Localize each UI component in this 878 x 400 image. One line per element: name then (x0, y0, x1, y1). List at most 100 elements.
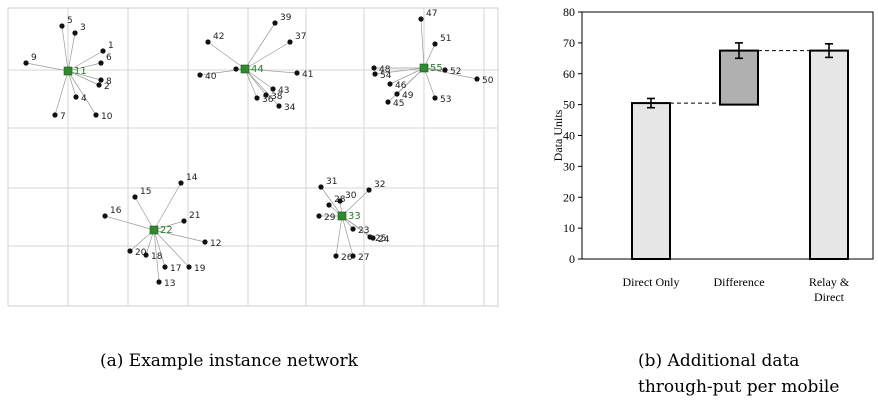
hub-label: 33 (348, 211, 361, 222)
link-line (423, 67, 436, 99)
link-line (341, 215, 354, 257)
y-tick-label: 30 (563, 159, 575, 173)
node-label: 7 (60, 112, 66, 122)
link-line (67, 70, 100, 86)
y-tick-label: 40 (563, 129, 575, 143)
node-label: 39 (280, 13, 292, 23)
mobile-node (394, 91, 400, 97)
node-label: 13 (164, 279, 175, 289)
link-line (374, 67, 425, 75)
link-line (389, 67, 425, 85)
bar (719, 49, 759, 106)
link-line (387, 67, 425, 103)
network-diagram: 5316821047911393742403414338363444475148… (7, 7, 499, 307)
y-axis-label: Data Units (551, 109, 565, 161)
mobile-node (73, 94, 79, 100)
mobile-node (205, 39, 211, 45)
node-label: 16 (110, 206, 122, 216)
mobile-node (202, 239, 208, 245)
mobile-node (98, 60, 104, 66)
link-line (244, 41, 291, 70)
relay-hub (240, 64, 250, 74)
node-label: 43 (278, 86, 289, 96)
node-label: 45 (393, 99, 404, 109)
y-tick-label: 60 (563, 67, 575, 81)
category-label: Difference (713, 275, 764, 289)
mobile-node (52, 112, 58, 118)
node-label: 51 (440, 34, 451, 44)
network-grid (7, 7, 499, 307)
link-line (25, 62, 69, 72)
mobile-node (178, 180, 184, 186)
node-label: 54 (380, 71, 392, 81)
mobile-node (276, 103, 282, 109)
link-line (67, 70, 102, 81)
link-line (244, 68, 298, 74)
node-label: 14 (186, 173, 198, 183)
node-label: 4 (81, 94, 87, 104)
relay-hub (419, 63, 429, 73)
node-label: 10 (101, 112, 113, 122)
mobile-node (23, 60, 29, 66)
cluster: 14 15 16 21 12 20 18 17 19 13 22 (102, 173, 221, 289)
node-label: 53 (440, 95, 451, 105)
node-label: 49 (402, 91, 414, 101)
node-label: 2 (104, 82, 110, 92)
category-label: Direct Only (623, 275, 680, 289)
mobile-node (371, 65, 377, 71)
node-label: 30 (345, 191, 357, 201)
mobile-node (98, 77, 104, 83)
node-label: 21 (189, 211, 200, 221)
mobile-node (432, 41, 438, 47)
node-label: 20 (135, 248, 147, 258)
node-label: 1 (108, 41, 114, 51)
link-line (341, 215, 374, 239)
chart-axes: 0 10 20 30 40 50 60 70 80 Data Units (551, 5, 874, 266)
network-nodes: 5316821047911393742403414338363444475148… (23, 9, 494, 289)
mobile-node (96, 82, 102, 88)
link-line (67, 32, 76, 72)
link-line (67, 70, 77, 98)
mobile-node (102, 213, 108, 219)
link-line (134, 196, 155, 231)
node-label: 38 (271, 92, 283, 102)
cluster: 393742403414338363444 (197, 13, 313, 113)
node-label: 5 (67, 16, 73, 26)
mobile-node (316, 213, 322, 219)
y-tick-label: 50 (563, 98, 575, 112)
bar (809, 49, 849, 260)
mobile-node (233, 66, 239, 72)
mobile-node (93, 112, 99, 118)
y-tick-label: 80 (563, 5, 575, 19)
link-line (54, 70, 69, 116)
link-line (423, 67, 478, 80)
node-label: 26 (341, 253, 353, 263)
link-line (104, 215, 155, 231)
node-label: 18 (151, 252, 163, 262)
relay-hub (63, 66, 73, 76)
node-label: 12 (210, 239, 221, 249)
node-label: 17 (170, 264, 181, 274)
node-label: 40 (205, 72, 217, 82)
node-label: 52 (450, 67, 461, 77)
mobile-node (186, 264, 192, 270)
mobile-node (72, 30, 78, 36)
link-line (207, 41, 246, 70)
hub-label: 11 (74, 66, 87, 77)
node-label: 34 (284, 103, 296, 113)
mobile-node (287, 39, 293, 45)
node-label: 32 (374, 180, 385, 190)
mobile-node (156, 279, 162, 285)
mobile-node (294, 70, 300, 76)
node-label: 19 (194, 264, 206, 274)
link-line (244, 68, 274, 90)
node-label: 36 (262, 95, 274, 105)
mobile-node (418, 16, 424, 22)
y-tick-label: 20 (563, 190, 575, 204)
node-label: 6 (106, 53, 112, 63)
mobile-node (197, 72, 203, 78)
mobile-node (132, 194, 138, 200)
chart-bars: Direct Only Difference Relay & Direct (623, 42, 850, 304)
link-line (244, 68, 267, 96)
